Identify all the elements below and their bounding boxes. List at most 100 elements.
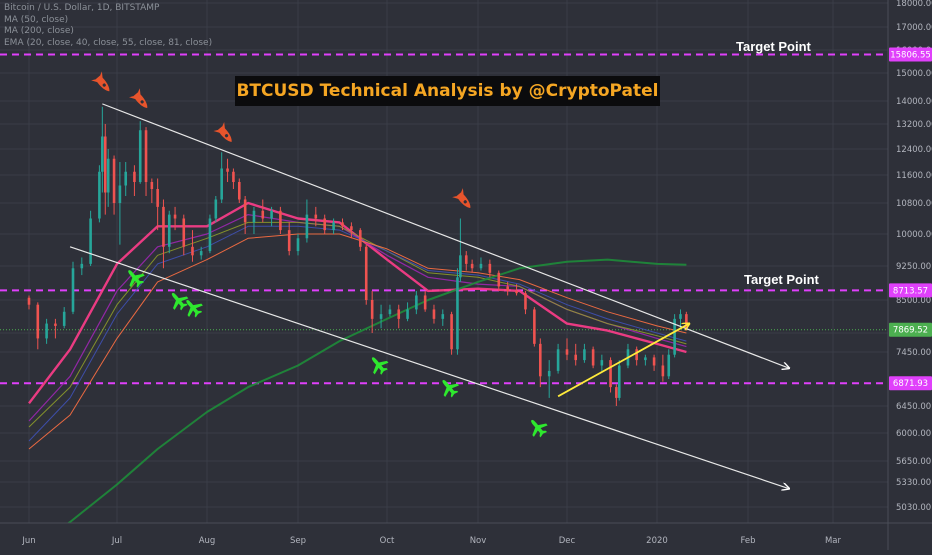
y-tick-label: 11600.00 (896, 171, 932, 181)
candle-body (539, 343, 542, 377)
buy-plane-icon (171, 292, 189, 311)
candle-body (515, 290, 518, 294)
candle-body (432, 309, 436, 319)
candle-body (685, 314, 688, 330)
rocket-window (140, 100, 144, 104)
candle-body (103, 136, 107, 193)
x-tick-label: Jul (111, 536, 122, 546)
candle-body (80, 263, 84, 269)
candles (27, 106, 688, 406)
candle-body (314, 214, 318, 219)
candle-body (464, 255, 468, 264)
candle-body (661, 365, 665, 377)
rocket-fins (213, 122, 225, 134)
candle-body (388, 309, 392, 315)
plane-shape (371, 357, 389, 375)
rocket-body (217, 126, 232, 142)
candle-body (583, 349, 586, 361)
y-tick-label: 5650.00 (896, 457, 931, 467)
x-tick-label: Jun (21, 536, 35, 546)
candle-body (89, 218, 92, 264)
candle-body (341, 222, 344, 227)
candle-body (652, 357, 656, 366)
candle-body (556, 349, 560, 371)
candle-body (609, 360, 612, 388)
candle-body (261, 210, 265, 219)
candle-body (150, 182, 154, 189)
rocket-body (456, 192, 471, 208)
ma-line (28, 233, 687, 450)
candle-body (600, 360, 604, 366)
candle-body (456, 277, 459, 350)
y-tick-label: 18000.00 (896, 0, 932, 9)
candle-body (173, 214, 177, 219)
candle-body (252, 210, 256, 223)
candle-body (547, 370, 551, 377)
candle-body (162, 206, 165, 247)
candle-body (199, 251, 203, 256)
indicator-legend: Bitcoin / U.S. Dollar, 1D, BITSTAMP MA (… (4, 3, 212, 49)
y-tick-label: 6450.00 (896, 402, 931, 412)
candle-body (379, 314, 383, 319)
candle-body (635, 349, 638, 361)
candle-body (279, 210, 282, 231)
ma-line (28, 201, 687, 405)
grid (0, 0, 888, 523)
candle-body (118, 185, 122, 203)
sell-rocket-icon (91, 71, 110, 92)
buy-plane-icon (128, 270, 145, 288)
channel-line (102, 103, 789, 368)
candle-body (167, 214, 171, 247)
candle-body (182, 218, 186, 247)
price-badge (889, 283, 932, 298)
candle-body (71, 268, 75, 312)
target-point-label: Target Point (736, 39, 811, 54)
rocket-window (463, 200, 467, 204)
candle-body (397, 309, 401, 319)
candle-body (524, 293, 527, 310)
candle-body (332, 222, 335, 231)
y-tick-label: 6000.00 (896, 429, 931, 439)
candle-body (237, 182, 241, 200)
candle-body (470, 263, 474, 269)
price-badge-label: 6871.93 (893, 379, 928, 389)
candle-body (406, 309, 409, 319)
candle-body (359, 230, 362, 247)
candle-body (243, 199, 247, 223)
candle-body (667, 354, 671, 377)
candle-body (144, 130, 148, 182)
candle-body (124, 171, 128, 186)
y-tick-label: 15000.00 (896, 69, 932, 79)
y-tick-label: 5030.00 (896, 503, 931, 513)
plane-shape (442, 379, 459, 398)
target-point-label: Target Point (744, 272, 819, 287)
candle-body (459, 255, 462, 278)
candle-body (191, 246, 194, 256)
candle-body (488, 263, 492, 273)
price-badge (889, 47, 932, 62)
candle-body (62, 311, 66, 326)
x-tick-label: Mar (825, 536, 842, 546)
legend-ema: EMA (20, close, 40, close, 55, close, 81… (4, 37, 213, 48)
candle-body (226, 168, 229, 172)
candle-body (497, 272, 501, 287)
buy-plane-icon (371, 357, 389, 375)
price-badge (889, 376, 932, 391)
buy-plane-icon (442, 379, 459, 398)
candle-body (450, 314, 453, 350)
candle-body (673, 318, 676, 355)
y-tick-label: 5330.00 (896, 478, 931, 488)
candle-body (106, 158, 110, 193)
x-tick-label: Nov (470, 536, 487, 546)
rocket-body (95, 75, 110, 92)
candle-body (574, 354, 578, 361)
candle-body (415, 295, 418, 310)
y-tick-label: 10000.00 (896, 230, 932, 240)
x-tick-label: Dec (559, 536, 576, 546)
signal-markers (91, 71, 548, 438)
candle-body (54, 323, 57, 326)
y-tick-label: 7450.00 (896, 348, 931, 358)
